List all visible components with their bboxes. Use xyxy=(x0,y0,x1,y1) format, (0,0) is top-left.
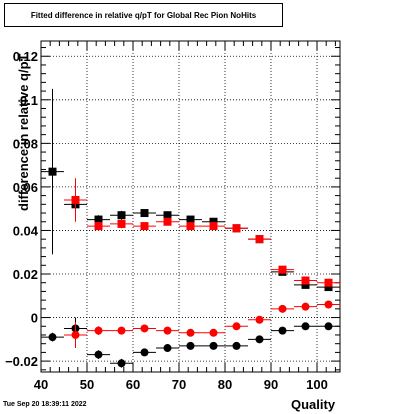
data-point-square xyxy=(186,215,195,224)
data-point-square xyxy=(117,211,126,220)
data-point-square xyxy=(209,222,218,231)
data-point-circle xyxy=(255,335,264,344)
x-tick-label: 80 xyxy=(218,377,232,392)
x-axis-label: Quality xyxy=(291,397,336,412)
data-point-circle xyxy=(301,322,310,331)
data-point-square xyxy=(209,217,218,226)
y-tick-label: 0.02 xyxy=(13,267,38,282)
data-point-circle xyxy=(71,330,80,339)
data-point-square xyxy=(163,211,172,220)
data-point-square xyxy=(232,224,241,233)
data-point-circle xyxy=(278,326,287,335)
title-box: Fitted difference in relative q/pT for G… xyxy=(4,3,283,27)
data-point-square xyxy=(301,280,310,289)
data-point-circle xyxy=(232,322,241,331)
y-axis-label: difference in relative q/pT xyxy=(16,53,31,212)
data-point-square xyxy=(255,235,264,244)
data-series xyxy=(41,88,340,368)
x-tick-label: 70 xyxy=(172,377,186,392)
data-point-circle xyxy=(140,348,149,357)
data-point-circle xyxy=(232,341,241,350)
data-point-circle xyxy=(255,315,264,324)
data-point-square xyxy=(324,278,333,287)
data-point-circle xyxy=(117,359,126,368)
data-point-circle xyxy=(209,341,218,350)
timestamp: Tue Sep 20 18:39:11 2022 xyxy=(3,401,87,408)
data-point-square xyxy=(163,217,172,226)
axis-ticks xyxy=(40,41,340,372)
data-point-square xyxy=(324,283,333,292)
data-point-circle xyxy=(163,326,172,335)
data-point-square xyxy=(278,265,287,274)
data-point-square xyxy=(94,222,103,231)
data-point-circle xyxy=(48,333,57,342)
y-tick-label: 0.04 xyxy=(13,223,39,238)
data-point-circle xyxy=(301,302,310,311)
y-tick-label: 0.06 xyxy=(13,180,38,195)
y-tick-label: −0.02 xyxy=(5,354,38,369)
data-point-square xyxy=(94,215,103,224)
plot-border xyxy=(40,40,341,373)
data-point-circle xyxy=(324,322,333,331)
y-tick-label: 0.12 xyxy=(13,49,38,64)
data-point-square xyxy=(186,222,195,231)
grid xyxy=(40,41,340,372)
data-point-circle xyxy=(163,344,172,353)
y-tick-label: 0 xyxy=(31,311,38,326)
x-tick-label: 50 xyxy=(80,377,94,392)
data-point-circle xyxy=(117,326,126,335)
data-point-circle xyxy=(209,328,218,337)
data-point-circle xyxy=(278,304,287,313)
data-point-circle xyxy=(140,324,149,333)
data-point-circle xyxy=(324,300,333,309)
data-point-square xyxy=(140,209,149,218)
x-tick-label: 60 xyxy=(126,377,140,392)
chart-title: Fitted difference in relative q/pT for G… xyxy=(30,11,257,20)
data-point-square xyxy=(140,222,149,231)
x-tick-label: 40 xyxy=(34,377,48,392)
data-point-circle xyxy=(94,326,103,335)
data-point-circle xyxy=(186,341,195,350)
y-tick-label: 0.1 xyxy=(20,93,38,108)
y-tick-label: 0.08 xyxy=(13,136,38,151)
data-point-square xyxy=(301,276,310,285)
data-point-square xyxy=(71,195,80,204)
x-tick-label: 100 xyxy=(306,377,328,392)
x-tick-label: 90 xyxy=(264,377,278,392)
data-point-circle xyxy=(186,328,195,337)
data-point-square xyxy=(48,167,57,176)
tick-labels: 40 50 60 70 80 90 100 −0.02 0 0.02 0.04 0.06 0.08 0.1… xyxy=(5,49,328,392)
plot-frame xyxy=(40,40,341,373)
data-point-square xyxy=(117,219,126,228)
data-point-circle xyxy=(94,350,103,359)
